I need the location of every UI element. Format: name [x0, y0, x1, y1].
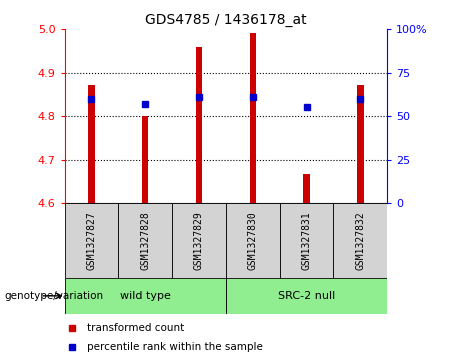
Text: GSM1327828: GSM1327828: [140, 211, 150, 270]
Text: GSM1327829: GSM1327829: [194, 211, 204, 270]
Text: SRC-2 null: SRC-2 null: [278, 291, 335, 301]
Bar: [280, 203, 333, 278]
Title: GDS4785 / 1436178_at: GDS4785 / 1436178_at: [145, 13, 307, 26]
Text: GSM1327831: GSM1327831: [301, 211, 312, 270]
Bar: [172, 203, 226, 278]
Text: GSM1327827: GSM1327827: [86, 211, 96, 270]
Text: GSM1327832: GSM1327832: [355, 211, 366, 270]
Bar: [142, 116, 148, 203]
Bar: [249, 33, 256, 203]
Bar: [196, 47, 202, 203]
Bar: [226, 278, 387, 314]
Text: genotype/variation: genotype/variation: [5, 291, 104, 301]
Bar: [226, 203, 280, 278]
Text: percentile rank within the sample: percentile rank within the sample: [87, 342, 263, 352]
Text: GSM1327830: GSM1327830: [248, 211, 258, 270]
Bar: [65, 278, 226, 314]
Bar: [303, 174, 310, 203]
Bar: [65, 203, 118, 278]
Text: transformed count: transformed count: [87, 323, 184, 333]
Bar: [357, 85, 364, 203]
Bar: [88, 85, 95, 203]
Bar: [333, 203, 387, 278]
Bar: [118, 203, 172, 278]
Text: wild type: wild type: [120, 291, 171, 301]
